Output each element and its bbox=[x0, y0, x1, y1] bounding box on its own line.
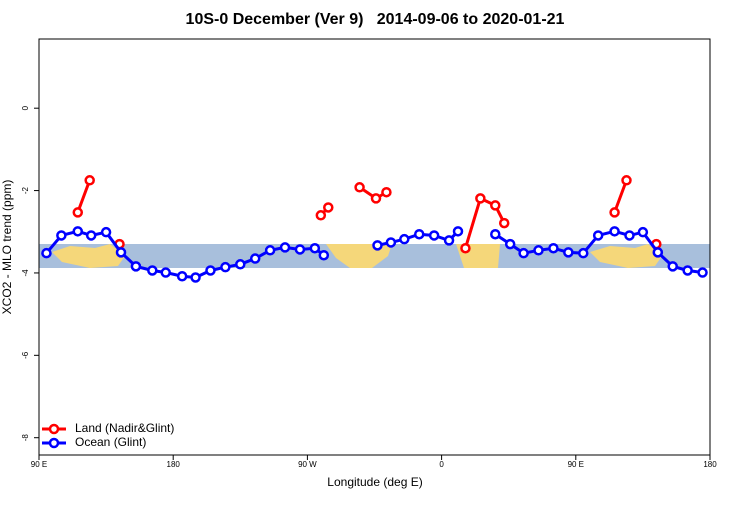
point bbox=[475, 193, 486, 204]
legend-marker bbox=[48, 437, 60, 449]
point bbox=[428, 230, 440, 241]
point bbox=[518, 247, 529, 259]
point bbox=[578, 247, 589, 259]
x-axis-label: Longitude (deg E) bbox=[327, 475, 422, 489]
point bbox=[176, 270, 188, 282]
x-tick-label: 90 E bbox=[568, 460, 584, 469]
point bbox=[498, 217, 510, 229]
point bbox=[309, 242, 321, 254]
x-tick-label: 180 bbox=[703, 460, 717, 469]
point bbox=[220, 261, 231, 273]
point bbox=[315, 210, 327, 221]
point bbox=[323, 202, 334, 213]
series-line bbox=[78, 180, 657, 248]
point bbox=[372, 240, 383, 251]
point bbox=[370, 193, 382, 204]
plot-frame bbox=[38, 38, 711, 456]
point bbox=[637, 226, 649, 238]
x-tick-label: 180 bbox=[167, 460, 181, 469]
point bbox=[413, 228, 425, 240]
point bbox=[399, 233, 410, 245]
point bbox=[279, 242, 291, 253]
point bbox=[682, 265, 693, 276]
point bbox=[56, 230, 67, 241]
point bbox=[130, 261, 142, 272]
point bbox=[41, 247, 52, 259]
point bbox=[452, 226, 464, 237]
point bbox=[609, 207, 620, 218]
point bbox=[318, 249, 330, 261]
point bbox=[652, 247, 664, 258]
point bbox=[624, 230, 635, 241]
y-tick-label: -8 bbox=[21, 434, 30, 442]
point bbox=[235, 259, 246, 270]
y-tick-label: -6 bbox=[21, 351, 30, 359]
point bbox=[72, 207, 84, 218]
point bbox=[205, 265, 216, 276]
point bbox=[84, 175, 95, 186]
y-tick-label: -2 bbox=[21, 186, 30, 194]
point bbox=[460, 242, 471, 254]
chart-title: 10S-0 December (Ver 9) 2014-09-06 to 202… bbox=[186, 11, 565, 28]
x-tick-label: 90 W bbox=[298, 460, 317, 469]
point bbox=[385, 237, 397, 248]
y-tick-label: 0 bbox=[21, 105, 30, 110]
point bbox=[504, 238, 516, 250]
point bbox=[160, 267, 171, 278]
point bbox=[264, 245, 276, 256]
point bbox=[548, 242, 559, 254]
point bbox=[147, 265, 158, 276]
point bbox=[249, 253, 261, 264]
point bbox=[563, 247, 574, 258]
point bbox=[533, 245, 544, 256]
point bbox=[621, 175, 632, 186]
y-axis-label: XCO2 - MLO trend (ppm) bbox=[0, 180, 14, 315]
point bbox=[100, 226, 112, 238]
point bbox=[609, 226, 620, 237]
point bbox=[490, 200, 501, 211]
point bbox=[190, 272, 201, 283]
legend-marker bbox=[48, 423, 60, 435]
point bbox=[490, 228, 501, 240]
point bbox=[667, 261, 678, 272]
point bbox=[592, 230, 604, 241]
point bbox=[354, 182, 365, 193]
point bbox=[294, 244, 306, 255]
legend: Land (Nadir&Glint)Ocean (Glint) bbox=[42, 421, 174, 449]
point bbox=[381, 186, 392, 198]
x-tick-label: 90 E bbox=[31, 460, 47, 469]
point bbox=[443, 235, 455, 246]
legend-label: Ocean (Glint) bbox=[75, 435, 146, 449]
x-tick-label: 0 bbox=[439, 460, 444, 469]
point bbox=[697, 267, 708, 278]
point bbox=[115, 247, 127, 258]
point bbox=[85, 230, 97, 241]
point bbox=[72, 226, 84, 237]
y-tick-label: -4 bbox=[21, 269, 30, 277]
legend-label: Land (Nadir&Glint) bbox=[75, 421, 174, 435]
